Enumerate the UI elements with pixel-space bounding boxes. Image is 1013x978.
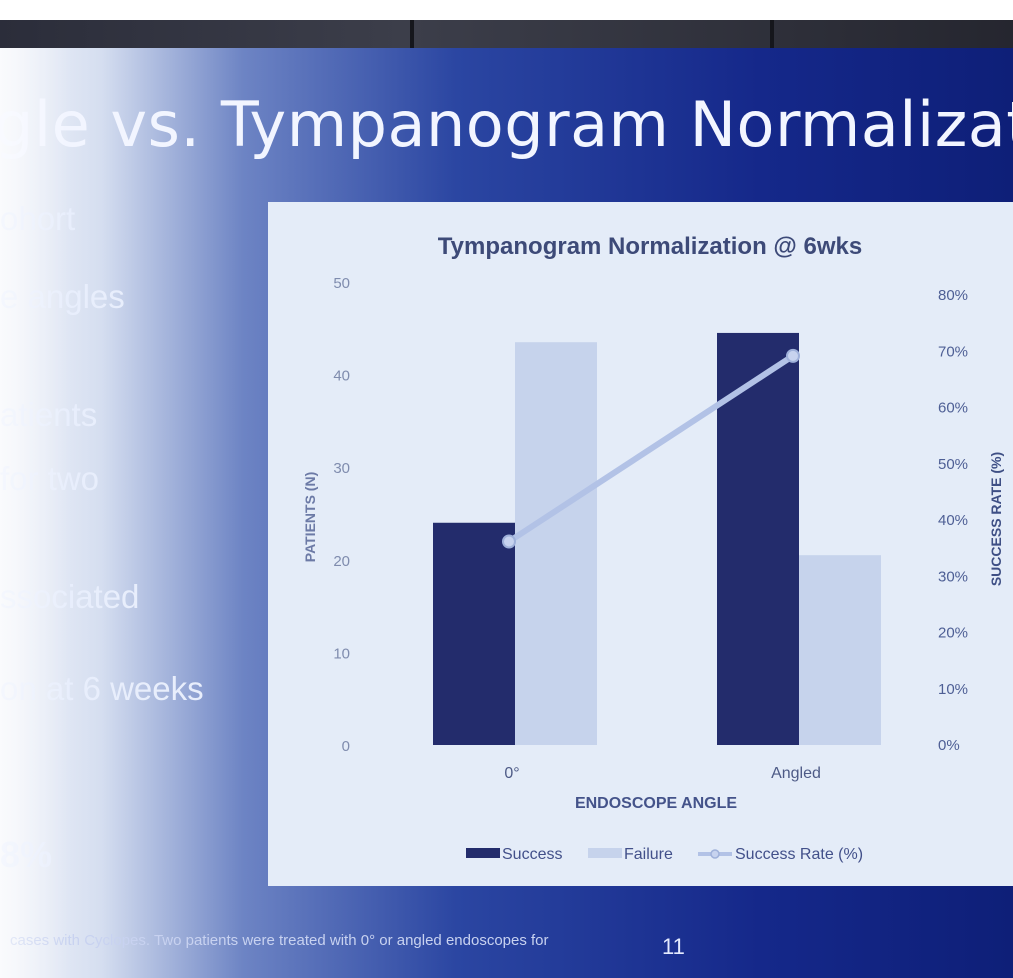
percent-stat: 8% bbox=[0, 834, 53, 875]
y-tick-label: 0 bbox=[342, 738, 350, 755]
success-rate-point bbox=[502, 534, 516, 549]
bullet-text: for two bbox=[0, 460, 100, 497]
y2-tick-label: 70% bbox=[938, 343, 968, 360]
bullet-text: on at 6 weeks bbox=[0, 670, 204, 707]
y2-axis-label: SUCCESS RATE (%) bbox=[988, 452, 1004, 586]
y2-tick-label: 30% bbox=[938, 568, 968, 585]
bullet-text: atients bbox=[0, 396, 98, 433]
ceiling-seam bbox=[770, 20, 774, 70]
category-label: 0° bbox=[504, 765, 519, 782]
legend-label-failure: Failure bbox=[624, 846, 673, 863]
y-tick-label: 10 bbox=[333, 645, 350, 662]
y2-tick-label: 0% bbox=[938, 737, 960, 754]
y2-tick-label: 60% bbox=[938, 400, 968, 417]
slide-title: gle vs. Tympanogram Normalization bbox=[0, 88, 1013, 161]
y2-tick-label: 20% bbox=[938, 625, 968, 642]
chart: Tympanogram Normalization @ 6wks 0 10 20 30 4… bbox=[302, 233, 1004, 863]
bullet-text: ssociated bbox=[0, 578, 140, 615]
chart-title: Tympanogram Normalization @ 6wks bbox=[438, 233, 862, 260]
success-rate-point bbox=[786, 348, 800, 363]
success-bar bbox=[717, 332, 799, 745]
ceiling-seam bbox=[410, 20, 414, 70]
x-axis-label: ENDOSCOPE ANGLE bbox=[575, 795, 737, 812]
y2-tick-label: 50% bbox=[938, 456, 968, 473]
legend-label-success: Success bbox=[502, 846, 562, 863]
category-label: Angled bbox=[771, 765, 821, 782]
bullet-text: ohort bbox=[0, 200, 76, 237]
legend-label-rate: Success Rate (%) bbox=[735, 846, 863, 863]
bullet-text: e angles bbox=[0, 278, 125, 315]
y-tick-label: 50 bbox=[333, 275, 350, 292]
slide-number: 11 bbox=[662, 934, 685, 959]
success-rate-line bbox=[507, 353, 795, 545]
y-tick-label: 20 bbox=[333, 553, 350, 570]
y2-tick-label: 40% bbox=[938, 512, 968, 529]
y-axis-label: PATIENTS (N) bbox=[302, 472, 318, 562]
legend-swatch-success bbox=[466, 848, 500, 858]
chart-panel: Tympanogram Normalization @ 6wks 0 10 20 30 4… bbox=[268, 202, 1013, 886]
legend-swatch-failure bbox=[588, 848, 622, 858]
legend-marker-rate bbox=[710, 849, 720, 859]
success-bar bbox=[433, 522, 515, 745]
y2-tick-label: 10% bbox=[938, 681, 968, 698]
failure-bar bbox=[799, 555, 881, 745]
y-tick-label: 30 bbox=[333, 460, 350, 477]
failure-bar bbox=[515, 342, 597, 745]
y-tick-label: 40 bbox=[333, 368, 350, 385]
footnote: cases with Cyclopes. Two patients were t… bbox=[10, 932, 549, 949]
y2-tick-label: 80% bbox=[938, 287, 968, 304]
